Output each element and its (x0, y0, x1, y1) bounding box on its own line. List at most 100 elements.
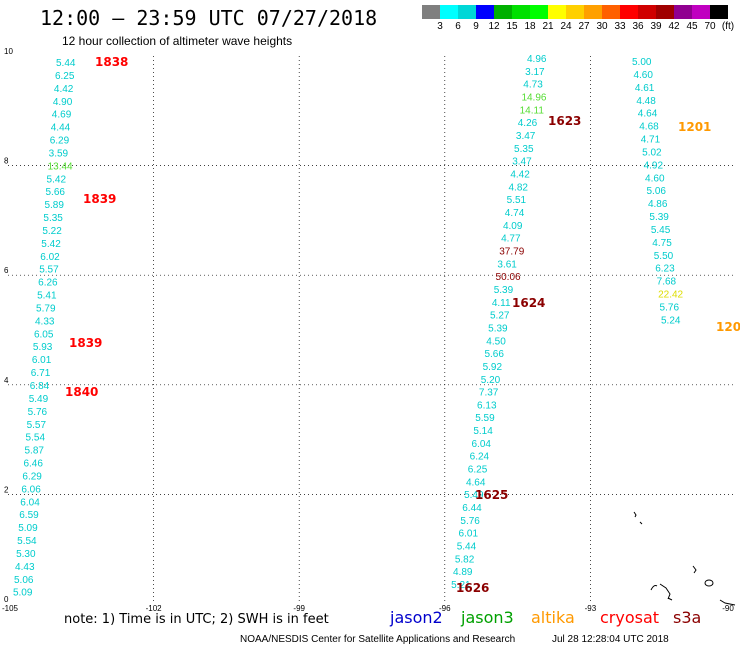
credit-text: NOAA/NESDIS Center for Satellite Applica… (240, 634, 516, 645)
wave-height-value: 5.57 (27, 420, 47, 431)
color-scale-swatch (620, 5, 638, 19)
wave-height-value: 4.90 (53, 97, 73, 108)
color-scale-swatch (548, 5, 566, 19)
latitude-tick-label: 2 (4, 485, 9, 494)
wave-height-value: 7.68 (657, 277, 677, 288)
wave-height-value: 5.39 (488, 323, 508, 334)
wave-height-value: 5.20 (481, 375, 501, 386)
map-subtitle: 12 hour collection of altimeter wave hei… (62, 34, 293, 48)
wave-height-value: 5.82 (455, 554, 475, 565)
wave-height-value: 5.02 (642, 147, 662, 158)
wave-height-value: 5.30 (16, 549, 36, 560)
wave-height-value: 6.71 (31, 368, 51, 379)
wave-height-value: 5.51 (507, 195, 527, 206)
satellite-legend-jason2: jason2 (390, 608, 443, 627)
wave-height-value: 5.39 (649, 212, 669, 223)
color-scale-label: 42 (668, 21, 680, 32)
wave-height-value: 6.24 (470, 452, 490, 463)
longitude-tick-label: -90 (722, 604, 734, 613)
wave-height-value: 6.44 (462, 503, 482, 514)
latitude-tick-label: 0 (4, 595, 9, 604)
wave-height-value: 4.61 (635, 83, 655, 94)
pass-time-label: 1840 (65, 385, 98, 399)
wave-height-value: 4.82 (509, 182, 529, 193)
wave-height-value: 4.26 (518, 118, 538, 129)
island-shape (704, 579, 714, 587)
coastline-fragments (633, 511, 736, 606)
wave-height-value: 5.92 (483, 362, 503, 373)
wave-height-value: 5.22 (42, 226, 62, 237)
wave-height-value: 5.45 (651, 225, 671, 236)
footnote: note: 1) Time is in UTC; 2) SWH is in fe… (64, 612, 329, 627)
island-shape (633, 511, 637, 518)
pass-time-labels: 1838 1839 1839 1840 1623 1624 1625 1626 1201 120 (65, 55, 740, 595)
pass-time-label: 1624 (512, 296, 545, 310)
pass-time-label: 1623 (548, 114, 581, 128)
wave-height-value: 6.46 (23, 459, 43, 470)
wave-height-value: 6.84 (30, 381, 50, 392)
color-scale-swatch (422, 5, 440, 19)
wave-height-value: 5.76 (460, 516, 480, 527)
wave-height-value: 4.43 (15, 562, 35, 573)
wave-height-value: 22.42 (658, 290, 683, 301)
wave-height-value: 5.00 (632, 57, 652, 68)
wave-height-value: 4.64 (638, 109, 658, 120)
wave-height-value: 3.47 (512, 157, 532, 168)
color-scale-label: 27 (578, 21, 590, 32)
wave-height-value: 5.44 (457, 542, 477, 553)
wave-height-value: 4.50 (486, 336, 506, 347)
wave-height-value: 4.44 (51, 123, 71, 134)
observation-values: 5.446.254.424.904.694.446.293.5913.445.4… (13, 54, 684, 599)
latitude-tick-label: 6 (4, 266, 9, 275)
generated-timestamp: Jul 28 12:28:04 UTC 2018 (552, 634, 669, 645)
wave-height-value: 3.47 (516, 131, 536, 142)
pass-time-label: 120 (716, 320, 740, 334)
wave-height-value: 4.68 (639, 122, 659, 133)
wave-height-value: 5.09 (13, 588, 33, 599)
color-scale-label: 45 (686, 21, 698, 32)
color-scale-swatch (458, 5, 476, 19)
wave-height-value: 4.42 (54, 84, 74, 95)
wave-height-value: 6.01 (32, 355, 52, 366)
wave-height-value: 4.64 (466, 477, 486, 488)
wave-height-value: 5.44 (56, 58, 76, 69)
wave-height-value: 5.57 (39, 265, 59, 276)
wave-height-value: 37.79 (499, 246, 524, 257)
satellite-legend-s3a: s3a (673, 608, 702, 627)
coast-shape (639, 521, 643, 525)
wave-height-value: 4.69 (52, 110, 72, 121)
color-scale-swatch (638, 5, 656, 19)
color-scale-label: 33 (614, 21, 626, 32)
wave-height-value: 5.21 (451, 580, 471, 591)
wave-height-value: 5.39 (494, 285, 514, 296)
wave-height-value: 5.09 (18, 523, 38, 534)
longitude-tick-label: -99 (293, 604, 305, 613)
wave-height-value: 5.49 (464, 490, 484, 501)
wave-height-value: 4.60 (645, 173, 665, 184)
color-scale-swatch (494, 5, 512, 19)
wave-height-value: 14.11 (520, 105, 545, 116)
map-grid (8, 56, 736, 604)
color-scale-label: 15 (506, 21, 518, 32)
longitude-tick-label: -102 (146, 604, 163, 613)
wave-height-value: 6.06 (21, 484, 41, 495)
wave-height-value: 4.42 (510, 169, 530, 180)
wave-height-value: 5.42 (41, 239, 61, 250)
wave-height-value: 5.66 (46, 187, 66, 198)
wave-height-value: 6.13 (477, 400, 497, 411)
wave-height-value: 50.06 (496, 272, 521, 283)
wave-height-value: 5.54 (17, 536, 37, 547)
color-scale-swatch (602, 5, 620, 19)
wave-height-value: 6.25 (55, 71, 75, 82)
wave-height-value: 4.33 (35, 316, 55, 327)
wave-height-value: 6.01 (459, 529, 479, 540)
satellite-legend-jason3: jason3 (461, 608, 514, 627)
wave-height-value: 3.17 (525, 67, 545, 78)
color-scale-label: (ft) (721, 21, 735, 32)
wave-height-value: 4.77 (501, 234, 521, 245)
wave-height-value: 4.92 (644, 160, 664, 171)
latitude-tick-label: 8 (4, 157, 9, 166)
longitude-tick-label: -93 (585, 604, 597, 613)
coast-shape (719, 599, 736, 606)
color-scale-swatch (656, 5, 674, 19)
